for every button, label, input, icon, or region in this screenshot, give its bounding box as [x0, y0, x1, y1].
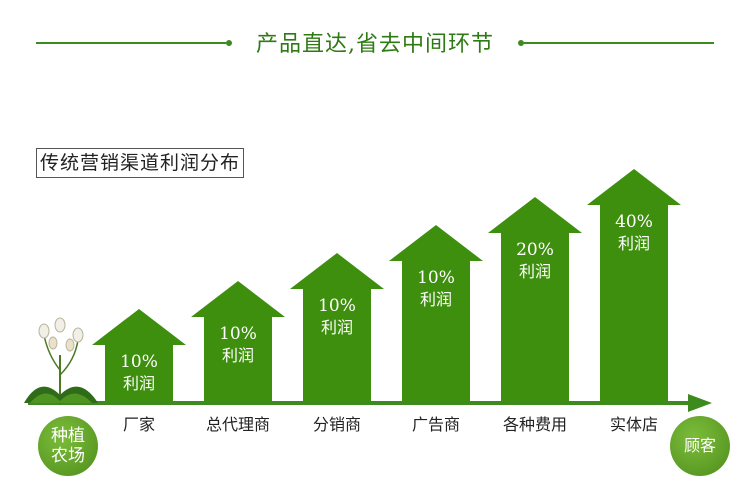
channel-category-label: 广告商	[412, 415, 460, 434]
profit-percent-label: 40%	[615, 212, 653, 232]
profit-word-label: 利润	[420, 290, 452, 309]
page-title: 产品直达,省去中间环节	[256, 32, 494, 57]
header-dot-right	[518, 40, 524, 46]
profit-arrow-bar	[290, 253, 384, 401]
channel-category-label: 厂家	[123, 415, 155, 434]
channel-category-label: 总代理商	[206, 415, 270, 434]
plant-icon	[24, 317, 98, 405]
header-dot-left	[226, 40, 232, 46]
header-rule-left	[36, 42, 226, 44]
profit-arrow-bar	[488, 197, 582, 401]
farm-label-line1: 种植	[51, 426, 85, 446]
profit-word-label: 利润	[123, 374, 155, 393]
profit-arrow-bar	[92, 309, 186, 401]
profit-percent-label: 10%	[120, 352, 158, 372]
chart-subtitle: 传统营销渠道利润分布	[36, 148, 244, 178]
profit-arrow-bar	[587, 169, 681, 401]
channel-category-label: 分销商	[313, 415, 361, 434]
profit-percent-label: 10%	[417, 268, 455, 288]
profit-percent-label: 10%	[219, 324, 257, 344]
flow-axis-arrowhead	[688, 394, 712, 412]
profit-arrow-bar	[389, 225, 483, 401]
profit-percent-label: 20%	[516, 240, 554, 260]
profit-arrow-bar	[191, 281, 285, 401]
customer-badge: 顾客	[670, 416, 730, 476]
farm-label-line2: 农场	[51, 446, 85, 466]
profit-word-label: 利润	[618, 234, 650, 253]
profit-word-label: 利润	[321, 318, 353, 337]
channel-category-label: 实体店	[610, 415, 658, 434]
profit-word-label: 利润	[222, 346, 254, 365]
farm-badge: 种植 农场	[38, 416, 98, 476]
header-rule-right	[524, 42, 714, 44]
channel-category-label: 各种费用	[503, 415, 567, 434]
profit-percent-label: 10%	[318, 296, 356, 316]
profit-word-label: 利润	[519, 262, 551, 281]
